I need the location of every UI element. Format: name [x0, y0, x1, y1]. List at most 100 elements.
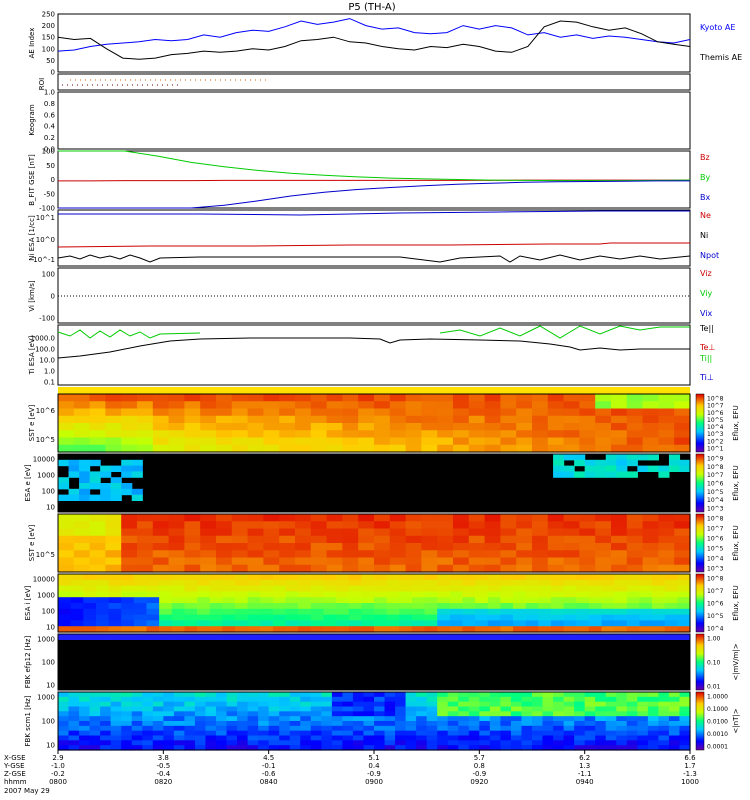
- keogram-ylabel: Keogram: [28, 104, 36, 135]
- esa-i-cell: [58, 620, 72, 627]
- sst-i-cell: [595, 550, 612, 559]
- sst-e-cell: [579, 444, 596, 453]
- sst-i-cell: [626, 550, 644, 559]
- esa-i-cell: [260, 603, 274, 610]
- esa-e-cell: [79, 465, 91, 472]
- sst-e-cell: [231, 408, 249, 417]
- sst-i-cell: [642, 514, 659, 522]
- fbk-b-cell: [58, 730, 70, 737]
- esa-i-cell: [171, 579, 185, 587]
- sst-i-cell: [263, 564, 280, 573]
- esa-i-cell: [171, 591, 185, 598]
- fbk-b-cell: [163, 706, 175, 712]
- esa-i-cell: [121, 579, 135, 587]
- fbk-b-cell: [532, 730, 544, 737]
- fbk-b-cell: [532, 716, 544, 722]
- bfield-tick-label: -100: [39, 205, 55, 213]
- sst-e-cell: [453, 437, 470, 446]
- fbk-b-cell: [163, 692, 175, 698]
- esa-i-cell: [437, 603, 451, 610]
- sst-e-cell: [405, 423, 422, 431]
- esa-i-cell: [95, 585, 110, 592]
- fbk-b-cell: [131, 696, 143, 703]
- fbk-b-cell: [216, 716, 228, 722]
- fbk-b-cell: [647, 721, 659, 727]
- sst-i-cell: [389, 535, 407, 544]
- sst-e-cell: [279, 408, 296, 417]
- esa-i-cell: [197, 585, 211, 592]
- fbk-b-cell: [89, 711, 101, 717]
- sst-e-cell: [58, 437, 75, 446]
- sst-i-cell: [279, 550, 296, 559]
- ae-tick-label: 250: [42, 11, 55, 19]
- fbk-b-cell: [395, 721, 407, 727]
- fbk-b-cell: [405, 692, 417, 698]
- esa-i-cell: [234, 614, 249, 621]
- fbk-b-cell: [342, 692, 354, 698]
- esa-i-cell: [538, 597, 552, 604]
- fbk-b-cell: [521, 725, 533, 732]
- fbk-b-cell: [237, 692, 249, 698]
- fbk-b-cell: [100, 730, 112, 737]
- fbk-b-cell: [437, 701, 449, 708]
- fbk-b-cell: [584, 701, 596, 708]
- fbk-b-cell: [510, 706, 523, 712]
- fbk-b-cell: [405, 696, 417, 703]
- sst-i-cell: [547, 543, 565, 551]
- fbk-b-cell: [468, 735, 480, 741]
- sst-e-cell: [152, 401, 170, 410]
- sst-i-cell: [231, 528, 249, 537]
- esa-i-cell: [424, 614, 438, 621]
- fbk-b-cell: [226, 721, 238, 727]
- esa-i-cell: [361, 626, 375, 633]
- esa-i-cell: [95, 614, 110, 621]
- fbk-b-cell: [289, 692, 301, 698]
- fbk-b-cell: [237, 745, 249, 751]
- sst-e-cell: [263, 394, 280, 402]
- sst-e-cell: [168, 394, 185, 402]
- esa-e-tick-label: 100: [42, 488, 55, 496]
- fbk-b-cell: [310, 716, 322, 722]
- fbk-b-cell: [279, 745, 291, 751]
- esa-e-cell: [68, 494, 80, 501]
- fbk-b-cell: [142, 701, 154, 708]
- sst-e-cell: [89, 437, 106, 446]
- esa-i-cell: [563, 603, 577, 610]
- esa-e-cell: [605, 465, 617, 472]
- esa-e-cell: [679, 459, 691, 467]
- sst-e-cell: [184, 415, 201, 424]
- sst-i-cell: [295, 535, 312, 544]
- sst-i-cell: [579, 557, 596, 566]
- esa-i-cell: [133, 585, 148, 592]
- esa-e-cell: [79, 477, 91, 484]
- sst-i-cell: [231, 521, 249, 530]
- sst-e-cell: [595, 430, 612, 439]
- sst-e-cell: [658, 423, 675, 431]
- esa-i-cell: [563, 585, 577, 592]
- sst-e-cell: [121, 423, 138, 431]
- sst-i-cell: [231, 535, 249, 544]
- sst-e-cell: [58, 401, 75, 410]
- fbk-b-cell: [352, 730, 365, 737]
- footer-cell: -0.9: [472, 770, 486, 778]
- fbk-b-cell: [268, 745, 280, 751]
- fbk-b-cell: [321, 692, 333, 698]
- sst-e-cell: [626, 401, 644, 410]
- esa-i-cell: [513, 574, 527, 581]
- sst-i-cell: [121, 543, 138, 551]
- esa-i-cell: [677, 608, 691, 616]
- footer-cell: 5.7: [474, 754, 485, 762]
- sst-e-cell: [137, 423, 154, 431]
- esa-i-cell: [197, 626, 211, 633]
- esa-i-cell: [525, 620, 539, 627]
- sst-i-cell: [611, 564, 628, 573]
- esa-i-cell: [159, 574, 173, 581]
- sst-e-cell: [674, 408, 691, 417]
- esa-i-cell: [487, 626, 501, 633]
- esa-i-cell: [133, 603, 148, 610]
- sst-e-cell: [468, 415, 486, 424]
- fbk-b-cell: [574, 692, 586, 698]
- fbk-b-cell: [247, 692, 259, 698]
